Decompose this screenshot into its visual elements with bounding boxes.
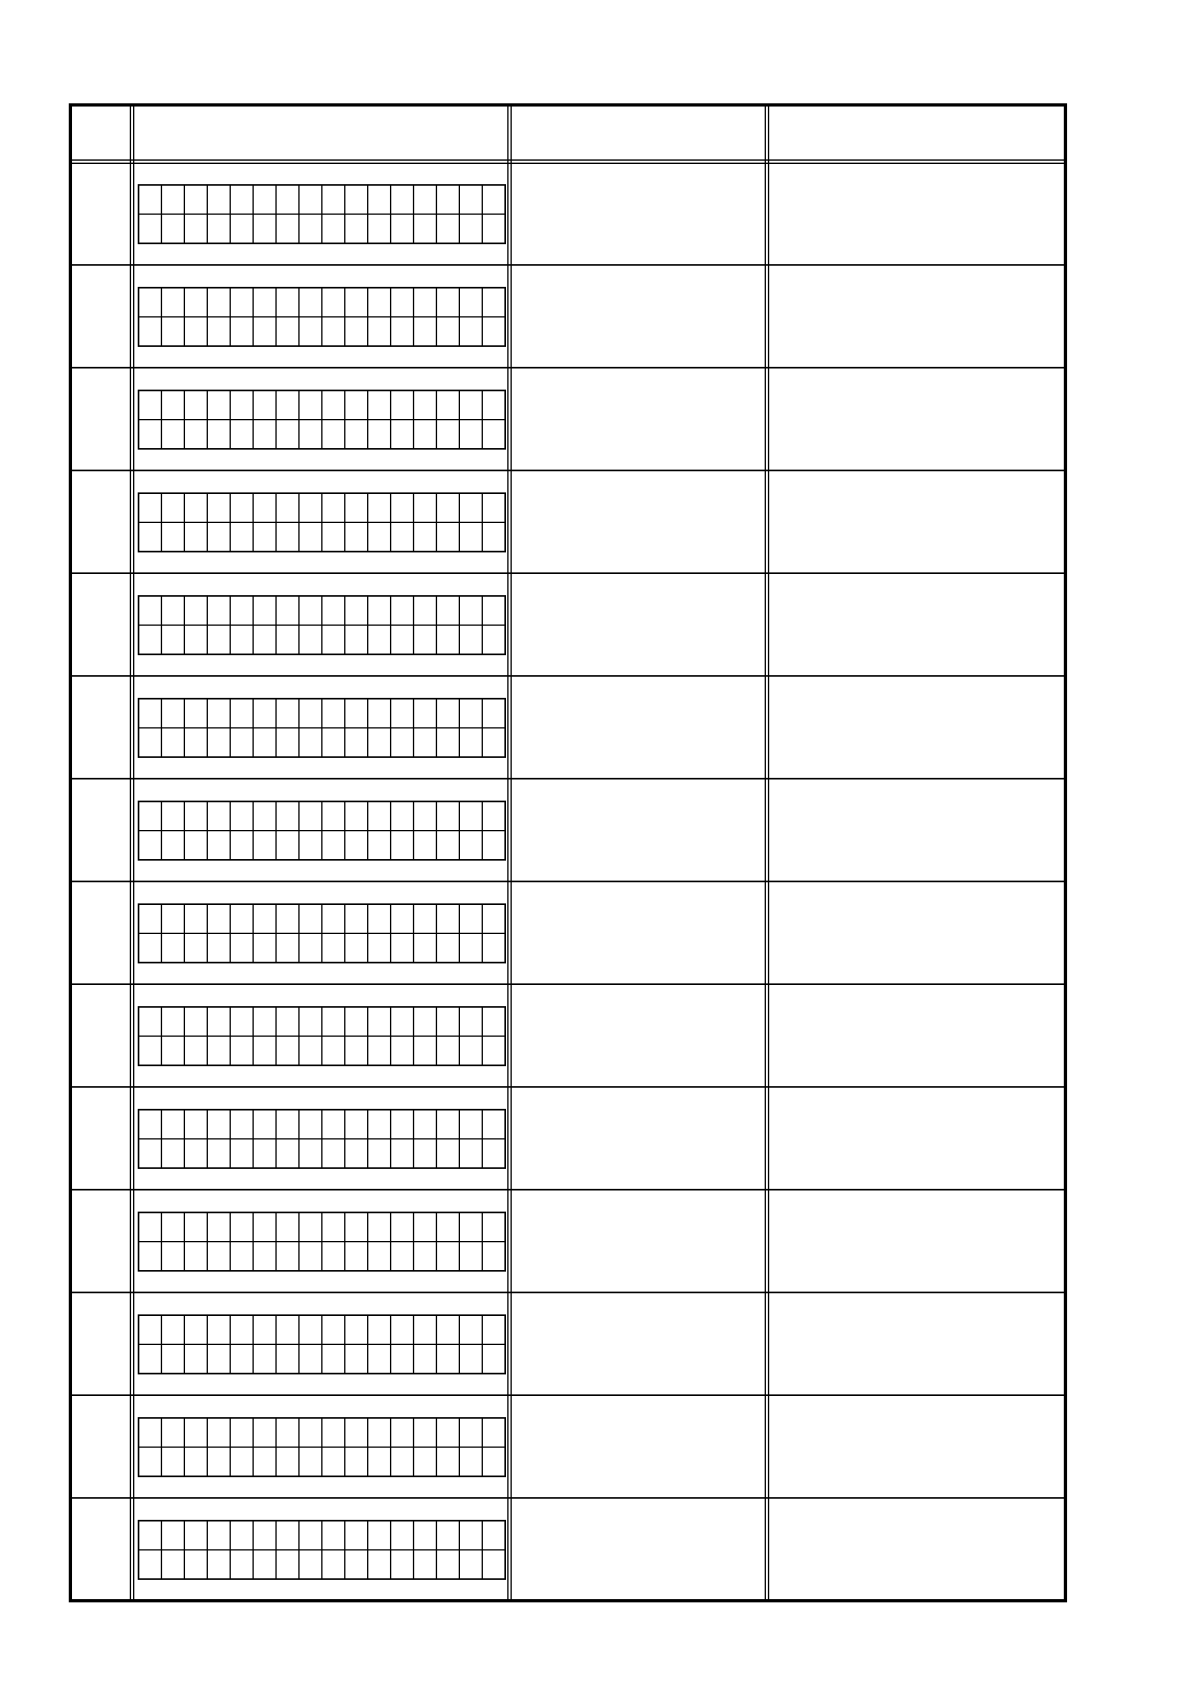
table-border (68, 103, 1068, 1603)
